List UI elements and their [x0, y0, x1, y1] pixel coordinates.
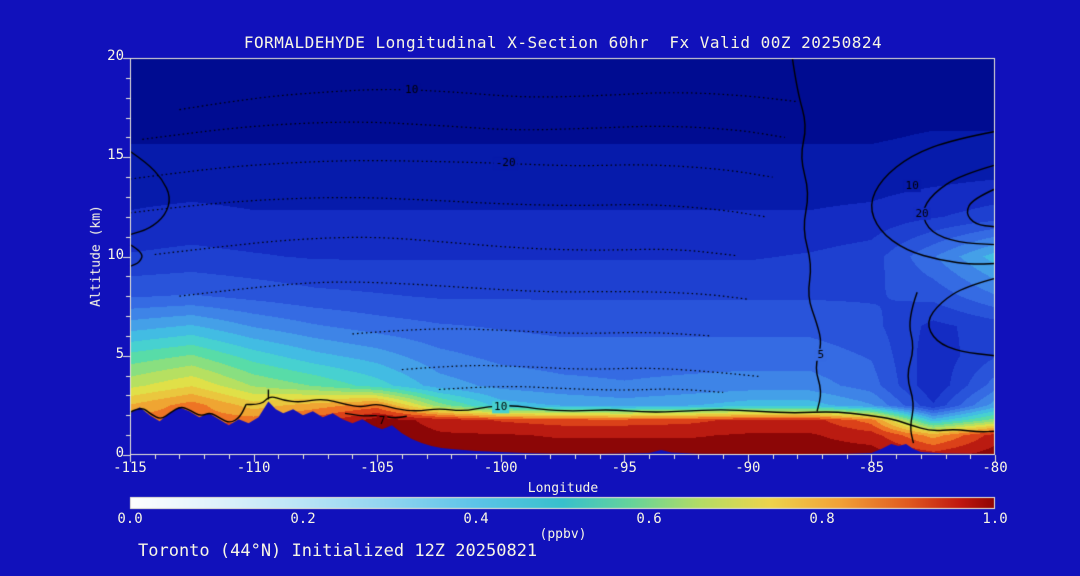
y-axis-tick-label: 15 — [107, 147, 124, 164]
x-axis-tick-label: -90 — [735, 460, 761, 476]
plot-title: FORMALDEHYDE Longitudinal X-Section 60hr… — [243, 33, 883, 52]
x-axis-tick-label: -95 — [611, 460, 637, 476]
y-axis-tick-label: 0 — [115, 445, 124, 461]
colorbar-tick-label: 1.0 — [982, 511, 1008, 527]
x-axis-tick-label: -105 — [360, 460, 394, 476]
x-axis-tick-label: -80 — [982, 460, 1008, 476]
colorbar-tick-label: 0.2 — [290, 511, 316, 527]
x-axis-tick-label: -115 — [113, 460, 147, 476]
colorbar-units-label: (ppbv) — [539, 527, 587, 542]
colorbar-tick-label: 0.0 — [117, 511, 143, 527]
y-axis-tick-label: 5 — [115, 345, 124, 362]
x-axis-tick-label: -110 — [236, 460, 271, 476]
x-axis-tick-label: -100 — [483, 460, 518, 476]
x-axis-title: Longitude — [527, 481, 599, 496]
colorbar-tick-label: 0.8 — [809, 511, 835, 527]
y-axis-tick-label: 20 — [107, 48, 124, 64]
x-axis-tick-label: -85 — [858, 460, 885, 476]
colorbar-tick-label: 0.4 — [463, 511, 489, 527]
colorbar-tick-label: 0.6 — [636, 511, 662, 527]
y-axis-tick-label: 10 — [107, 246, 124, 263]
init-caption: Toronto (44°N) Initialized 12Z 20250821 — [138, 541, 538, 561]
